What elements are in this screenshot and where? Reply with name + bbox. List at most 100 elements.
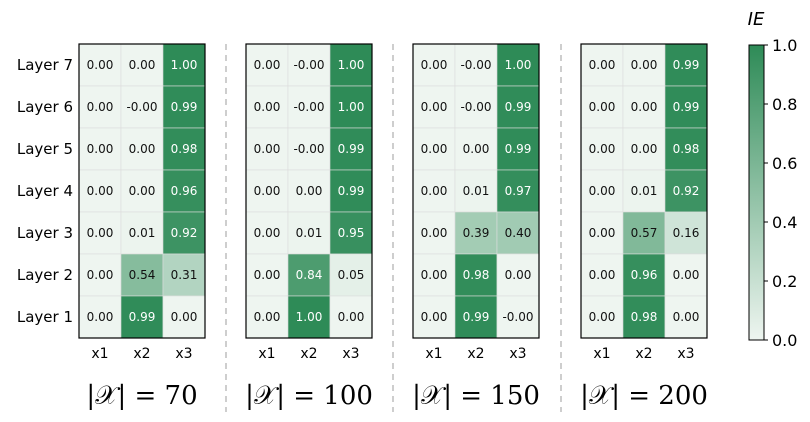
cell-value: 0.00 (338, 310, 365, 324)
heatmap-cell (412, 43, 456, 87)
heatmap-cell (580, 295, 624, 339)
heatmap-cell (580, 211, 624, 255)
panel-frame (245, 43, 373, 339)
colorbar-gradient (748, 44, 765, 341)
cell-value: 0.01 (631, 184, 658, 198)
heatmap-cell (664, 127, 708, 171)
cell-value: 0.99 (338, 184, 365, 198)
cell-value: 0.00 (421, 310, 448, 324)
cell-value: 0.01 (296, 226, 323, 240)
cell-value: -0.00 (293, 58, 324, 72)
heatmap-cell (329, 211, 373, 255)
y-axis-labels: Layer 7 Layer 6 Layer 5 Layer 4 Layer 3 Layer… (17, 56, 73, 326)
panel-frame (78, 43, 206, 339)
cell-value: -0.00 (460, 58, 491, 72)
heatmap-panel: 0.00 -0.00 1.00 0.00 -0.00 1.00 0.00 -0.00 0.99 0… (245, 43, 373, 411)
column-label: x2 (467, 346, 484, 362)
cell-value: 0.39 (463, 226, 490, 240)
heatmap-cell (245, 211, 289, 255)
heatmap-cell (454, 169, 498, 213)
cell-value: -0.00 (460, 100, 491, 114)
column-label: x2 (300, 346, 317, 362)
cell-value: 0.00 (87, 226, 114, 240)
heatmap-panel: 0.00 0.00 1.00 0.00 -0.00 0.99 0.00 0.00 0.98 0.0… (78, 43, 206, 411)
heatmap-cell (162, 43, 206, 87)
cell-value: 0.00 (673, 268, 700, 282)
cell-value: 0.00 (421, 226, 448, 240)
heatmap-cell (287, 253, 331, 297)
panel-title: |𝒳| = 150 (412, 381, 540, 411)
cell-value: 0.00 (421, 268, 448, 282)
heatmap-cell (622, 295, 666, 339)
row-label: Layer 5 (17, 140, 73, 158)
cell-value: 0.00 (463, 142, 490, 156)
cell-value: 0.00 (673, 310, 700, 324)
colorbar-tick-label: 0.2 (772, 272, 797, 291)
cell-value: 0.99 (673, 100, 700, 114)
panel-title: |𝒳| = 70 (86, 381, 197, 411)
heatmap-cell (454, 253, 498, 297)
heatmap-cell (120, 85, 164, 129)
cell-value: 0.00 (254, 268, 281, 282)
column-label: x3 (509, 346, 526, 362)
heatmap-cell (664, 211, 708, 255)
column-label: x3 (677, 346, 694, 362)
colorbar-tick-label: 0.4 (772, 213, 797, 232)
cell-value: 0.31 (171, 268, 198, 282)
cell-value: 0.00 (589, 268, 616, 282)
cell-value: 0.00 (129, 142, 156, 156)
column-label: x2 (133, 346, 150, 362)
heatmap-cell (329, 85, 373, 129)
cell-value: 0.99 (463, 310, 490, 324)
heatmap-cell (622, 169, 666, 213)
cell-value: 0.96 (631, 268, 658, 282)
heatmap-cell (329, 43, 373, 87)
heatmap-cell (412, 85, 456, 129)
heatmap-cell (412, 169, 456, 213)
cell-value: 0.96 (171, 184, 198, 198)
heatmap-cell (664, 85, 708, 129)
cell-value: 0.54 (129, 268, 156, 282)
cell-value: 0.05 (338, 268, 365, 282)
cell-value: 0.00 (421, 58, 448, 72)
heatmap-cell (78, 85, 122, 129)
heatmap-panel: 0.00 0.00 0.99 0.00 0.00 0.99 0.00 0.00 0.98 0.00… (580, 43, 708, 411)
cell-value: 0.99 (338, 142, 365, 156)
cell-value: 0.00 (129, 58, 156, 72)
heatmap-cell (622, 43, 666, 87)
panel-title: |𝒳| = 100 (245, 381, 373, 411)
heatmap-cell (162, 253, 206, 297)
cell-value: 0.98 (171, 142, 198, 156)
cell-value: 1.00 (171, 58, 198, 72)
cell-value: 0.99 (673, 58, 700, 72)
cell-value: 0.98 (673, 142, 700, 156)
heatmap-panel: 0.00 -0.00 1.00 0.00 -0.00 0.99 0.00 0.00 0.99 0.… (412, 43, 540, 411)
heatmap-cell (78, 211, 122, 255)
heatmap-panels: 0.00 0.00 1.00 0.00 -0.00 0.99 0.00 0.00 0.98 0.0… (78, 43, 708, 411)
row-label: Layer 2 (17, 266, 73, 284)
heatmap-cell (622, 211, 666, 255)
cell-value: 0.92 (673, 184, 700, 198)
colorbar: 0.0 0.2 0.4 0.6 0.8 1.0 IE (748, 9, 798, 350)
colorbar-tick-label: 0.6 (772, 154, 797, 173)
cell-value: 0.00 (589, 226, 616, 240)
cell-value: 0.00 (589, 142, 616, 156)
heatmap-cell (120, 211, 164, 255)
heatmap-cell (496, 169, 540, 213)
heatmap-cell (664, 43, 708, 87)
heatmap-cell (496, 43, 540, 87)
row-label: Layer 1 (17, 308, 73, 326)
heatmap-cell (496, 211, 540, 255)
cell-value: 0.99 (129, 310, 156, 324)
heatmap-cell (664, 169, 708, 213)
cell-value: 0.98 (463, 268, 490, 282)
colorbar-tick-label: 0.0 (772, 331, 797, 350)
cell-value: 0.00 (87, 142, 114, 156)
cell-value: 0.16 (673, 226, 700, 240)
cell-value: 1.00 (505, 58, 532, 72)
cell-value: 0.92 (171, 226, 198, 240)
cell-value: 0.00 (87, 184, 114, 198)
panel-title: |𝒳| = 200 (580, 381, 708, 411)
panel-frame (412, 43, 540, 339)
